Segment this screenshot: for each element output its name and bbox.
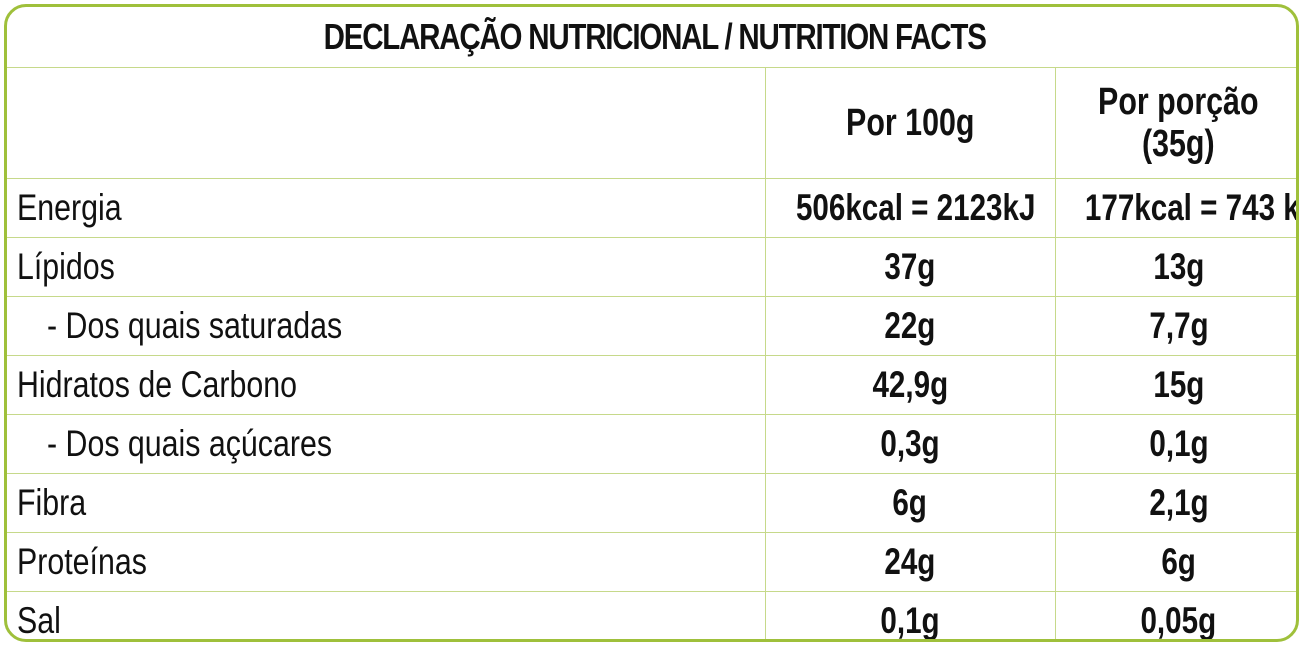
nutrition-facts-panel: DECLARAÇÃO NUTRICIONAL / NUTRITION FACTS…: [4, 4, 1299, 642]
row-label: Lípidos: [17, 246, 115, 287]
table-row: - Dos quais açúcares 0,3g 0,1g: [7, 414, 1296, 474]
row-label: Sal: [17, 600, 61, 642]
row-value-per-portion-cell: 0,05g: [1054, 591, 1296, 642]
row-value-per-portion: 13g: [1153, 246, 1205, 287]
row-value-per-portion: 0,1g: [1149, 423, 1209, 464]
row-value-per-100g-cell: 506kcal = 2123kJ: [764, 178, 1056, 238]
row-value-per-100g: 22g: [884, 305, 936, 346]
row-label: - Dos quais açúcares: [47, 423, 332, 464]
row-label: - Dos quais saturadas: [47, 305, 343, 346]
header-per-100g-cell: Por 100g: [764, 67, 1056, 179]
table-row: - Dos quais saturadas 22g 7,7g: [7, 296, 1296, 356]
row-value-per-portion: 2,1g: [1149, 482, 1209, 523]
row-label-cell: Proteínas: [7, 532, 766, 592]
row-value-per-portion: 0,05g: [1140, 600, 1217, 642]
row-value-per-portion-cell: 13g: [1054, 237, 1296, 297]
row-value-per-portion: 177kcal = 743 kJ: [1084, 187, 1299, 228]
row-value-per-100g: 37g: [884, 246, 936, 287]
row-value-per-portion: 6g: [1161, 541, 1197, 582]
header-per-portion-line2: (35g): [1142, 123, 1216, 165]
row-value-per-100g-cell: 37g: [764, 237, 1056, 297]
header-empty-cell: [7, 67, 766, 179]
row-label-cell: Fibra: [7, 473, 766, 533]
row-value-per-100g-cell: 24g: [764, 532, 1056, 592]
row-label: Fibra: [17, 482, 87, 523]
row-value-per-100g: 0,1g: [880, 600, 940, 642]
header-per-portion-line1: Por porção: [1098, 81, 1260, 123]
row-label-cell: - Dos quais açúcares: [7, 414, 766, 474]
table-row: Fibra 6g 2,1g: [7, 473, 1296, 533]
row-value-per-100g-cell: 6g: [764, 473, 1056, 533]
row-value-per-portion-cell: 6g: [1054, 532, 1296, 592]
row-value-per-100g-cell: 42,9g: [764, 355, 1056, 415]
table-title-cell: DECLARAÇÃO NUTRICIONAL / NUTRITION FACTS: [7, 7, 1296, 68]
row-value-per-portion-cell: 0,1g: [1054, 414, 1296, 474]
nutrition-table: DECLARAÇÃO NUTRICIONAL / NUTRITION FACTS…: [7, 7, 1299, 642]
row-value-per-100g-cell: 0,3g: [764, 414, 1056, 474]
row-label-cell: Hidratos de Carbono: [7, 355, 766, 415]
header-per-portion-cell: Por porção (35g): [1054, 67, 1296, 179]
row-value-per-100g: 42,9g: [872, 364, 948, 405]
table-row: Sal 0,1g 0,05g: [7, 591, 1296, 642]
row-label-cell: - Dos quais saturadas: [7, 296, 766, 356]
row-label-cell: Sal: [7, 591, 766, 642]
row-value-per-portion-cell: 7,7g: [1054, 296, 1296, 356]
row-label-cell: Lípidos: [7, 237, 766, 297]
table-row: Proteínas 24g 6g: [7, 532, 1296, 592]
table-row: Energia 506kcal = 2123kJ 177kcal = 743 k…: [7, 178, 1299, 238]
row-value-per-100g: 6g: [892, 482, 928, 523]
row-value-per-portion-cell: 15g: [1054, 355, 1296, 415]
row-label-cell: Energia: [7, 178, 766, 238]
table-row: Hidratos de Carbono 42,9g 15g: [7, 355, 1296, 415]
table-title: DECLARAÇÃO NUTRICIONAL / NUTRITION FACTS: [323, 16, 987, 57]
header-per-portion: Por porção (35g): [1099, 81, 1259, 165]
row-value-per-100g: 24g: [884, 541, 936, 582]
row-label: Energia: [17, 187, 122, 228]
header-per-100g: Por 100g: [845, 102, 975, 144]
row-label: Hidratos de Carbono: [17, 364, 297, 405]
row-value-per-portion: 7,7g: [1149, 305, 1209, 346]
row-value-per-100g-cell: 22g: [764, 296, 1056, 356]
row-value-per-100g-cell: 0,1g: [764, 591, 1056, 642]
row-label: Proteínas: [17, 541, 147, 582]
row-value-per-portion-cell: 2,1g: [1054, 473, 1296, 533]
title-row: DECLARAÇÃO NUTRICIONAL / NUTRITION FACTS: [7, 7, 1296, 68]
row-value-per-100g: 0,3g: [880, 423, 940, 464]
column-header-row: Por 100g Por porção (35g): [7, 67, 1296, 179]
row-value-per-portion: 15g: [1153, 364, 1205, 405]
row-value-per-100g: 506kcal = 2123kJ: [795, 187, 1035, 228]
table-row: Lípidos 37g 13g: [7, 237, 1296, 297]
row-value-per-portion-cell: 177kcal = 743 kJ: [1054, 178, 1299, 238]
